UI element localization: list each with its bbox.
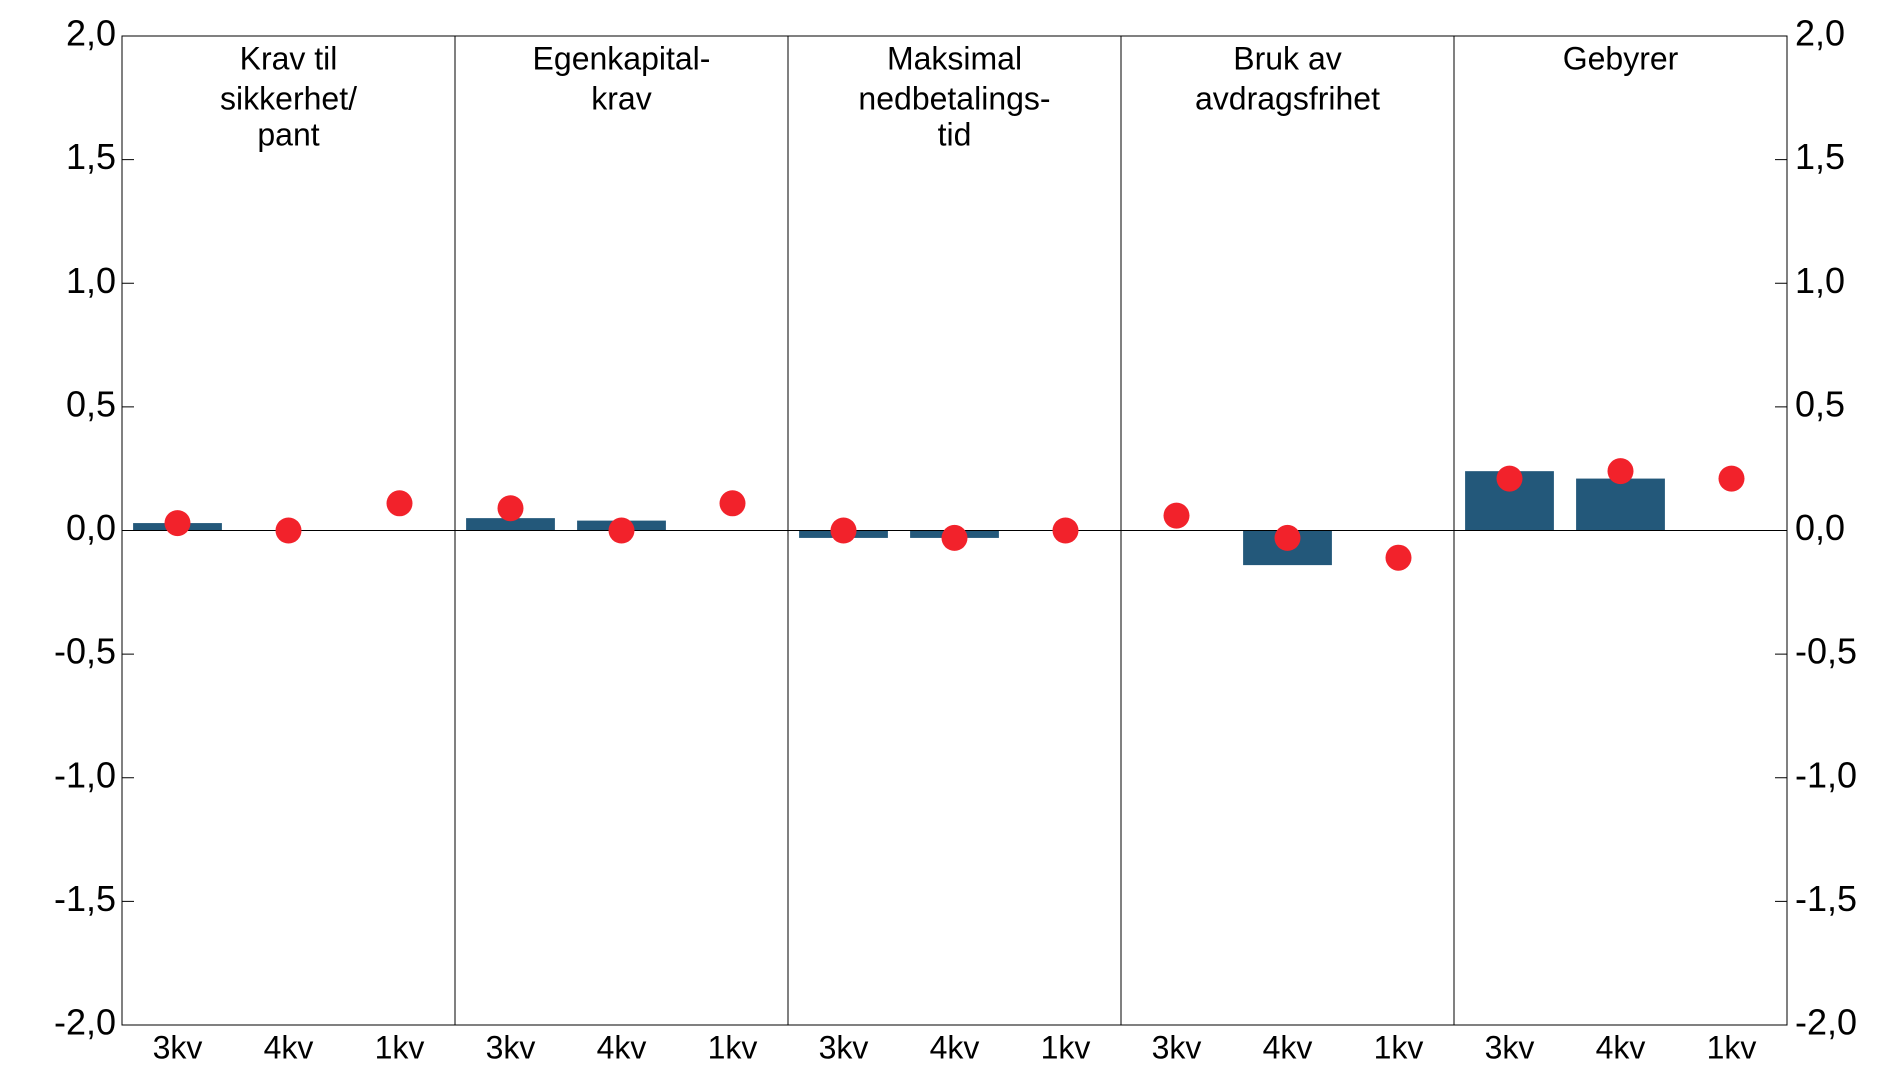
y-tick-label: -0,5 [54, 631, 116, 672]
dot [1385, 544, 1412, 571]
group-label: Egenkapital- [533, 40, 711, 76]
group-label: Bruk av [1233, 40, 1341, 76]
x-tick-label: 1kv [375, 1029, 425, 1065]
y-tick-label: -1,0 [54, 754, 116, 795]
dot [608, 517, 635, 544]
x-tick-label: 4kv [1596, 1029, 1646, 1065]
dot [941, 524, 968, 551]
y-tick-label: 2,0 [66, 13, 116, 54]
y2-tick-label: -2,0 [1795, 1002, 1857, 1043]
y-tick-label: 1,5 [66, 136, 116, 177]
y2-tick-label: -0,5 [1795, 631, 1857, 672]
group-label: Krav til [240, 40, 338, 76]
x-tick-label: 1kv [1707, 1029, 1757, 1065]
y2-tick-label: 1,5 [1795, 136, 1845, 177]
dot [1607, 458, 1634, 485]
x-tick-label: 3kv [819, 1029, 869, 1065]
group-label: Gebyrer [1563, 40, 1679, 76]
group-label: Maksimal [887, 40, 1022, 76]
dot [275, 517, 302, 544]
group-label: nedbetalings- [858, 80, 1050, 116]
dot [1163, 502, 1190, 529]
y-tick-label: 0,5 [66, 383, 116, 424]
y-tick-label: 0,0 [66, 507, 116, 548]
x-tick-label: 3kv [1485, 1029, 1535, 1065]
bar [466, 518, 555, 531]
dot [1274, 524, 1301, 551]
dot [164, 510, 191, 537]
x-tick-label: 3kv [1152, 1029, 1202, 1065]
dot [497, 495, 524, 522]
y-tick-label: -2,0 [54, 1002, 116, 1043]
x-tick-label: 4kv [1263, 1029, 1313, 1065]
y2-tick-label: -1,0 [1795, 754, 1857, 795]
group-label: sikkerhet/ [220, 80, 357, 116]
x-tick-label: 3kv [486, 1029, 536, 1065]
dot [719, 490, 746, 517]
dot [1496, 465, 1523, 492]
x-tick-label: 4kv [930, 1029, 980, 1065]
bar [1576, 478, 1665, 531]
group-label: krav [591, 80, 651, 116]
x-tick-label: 1kv [1374, 1029, 1424, 1065]
x-tick-label: 1kv [1041, 1029, 1091, 1065]
group-label: avdragsfrihet [1195, 80, 1380, 116]
group-label: pant [257, 116, 319, 152]
y-tick-label: -1,5 [54, 878, 116, 919]
x-tick-label: 1kv [708, 1029, 758, 1065]
dot [1718, 465, 1745, 492]
dot [386, 490, 413, 517]
group-label: tid [938, 116, 972, 152]
dot [830, 517, 857, 544]
y-tick-label: 1,0 [66, 260, 116, 301]
y2-tick-label: 0,5 [1795, 383, 1845, 424]
x-tick-label: 3kv [153, 1029, 203, 1065]
dot [1052, 517, 1079, 544]
x-tick-label: 4kv [264, 1029, 314, 1065]
y2-tick-label: -1,5 [1795, 878, 1857, 919]
y2-tick-label: 1,0 [1795, 260, 1845, 301]
x-tick-label: 4kv [597, 1029, 647, 1065]
y2-tick-label: 0,0 [1795, 507, 1845, 548]
y2-tick-label: 2,0 [1795, 13, 1845, 54]
